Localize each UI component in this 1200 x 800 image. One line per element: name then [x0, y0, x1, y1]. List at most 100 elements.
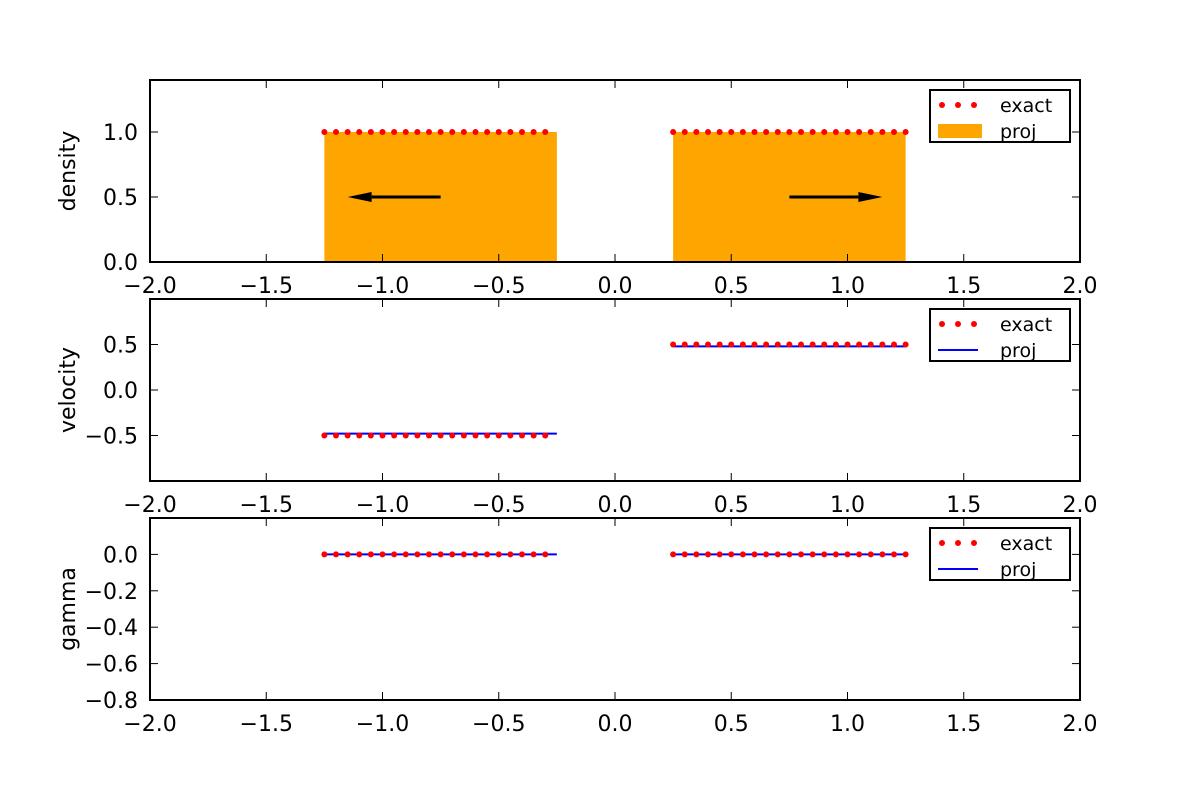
exact-point — [902, 341, 909, 348]
exact-point — [519, 432, 525, 439]
y-tick-label: −0.5 — [85, 425, 138, 450]
exact-point — [542, 551, 549, 558]
exact-point — [670, 341, 677, 348]
exact-point — [670, 129, 677, 135]
x-tick-label: −2.0 — [123, 712, 176, 737]
x-tick-label: −0.5 — [472, 493, 525, 518]
x-tick-label: 2.0 — [1063, 493, 1098, 518]
exact-point — [437, 129, 444, 135]
exact-point — [844, 551, 851, 558]
exact-point — [856, 129, 863, 135]
exact-point — [821, 341, 828, 348]
exact-point — [751, 551, 758, 558]
exact-point — [379, 551, 386, 558]
exact-point — [391, 551, 398, 558]
exact-point — [705, 551, 711, 558]
x-tick-label: −1.0 — [356, 493, 409, 518]
exact-point — [460, 432, 467, 439]
legend-label: exact — [1000, 533, 1052, 555]
exact-point — [693, 551, 700, 558]
exact-point — [705, 341, 711, 348]
density-panel: −2.0 −1.5 −1.0 −0.5 0.0 0.5 1.0 1.5 2.0 0.0 0.5 1.0… — [56, 79, 1098, 299]
exact-point — [763, 129, 770, 135]
exact-point — [798, 129, 804, 135]
velocity-panel: −2.0 −1.5 −1.0 −0.5 0.0 0.5 1.0 1.5 2.0 −0.5 0.0 0.… — [56, 298, 1098, 518]
exact-point — [821, 551, 828, 558]
exact-point — [856, 341, 863, 348]
exact-point — [507, 129, 514, 135]
exact-point — [705, 129, 711, 135]
exact-point — [333, 129, 339, 135]
x-tick-label: −0.5 — [472, 274, 525, 299]
exact-point — [495, 432, 502, 439]
exact-point — [844, 341, 851, 348]
exact-point — [379, 129, 386, 135]
x-tick-label: 1.5 — [946, 274, 981, 299]
exact-point — [798, 341, 804, 348]
exact-point — [891, 551, 897, 558]
exact-point — [832, 129, 839, 135]
left-arrow-head — [347, 192, 372, 202]
y-tick-label: 1.0 — [103, 121, 138, 146]
x-tick-label: 1.5 — [946, 493, 981, 518]
x-tick-label: 1.0 — [830, 712, 865, 737]
exact-point — [763, 551, 770, 558]
y-tick-label: −0.2 — [85, 580, 138, 605]
x-tick-label: 0.5 — [714, 274, 749, 299]
legend-label: proj — [1000, 121, 1036, 143]
legend: exact proj — [929, 89, 1071, 143]
legend-proj-swatch — [938, 124, 982, 138]
exact-point — [321, 432, 328, 439]
exact-point — [716, 129, 723, 135]
exact-point — [739, 551, 746, 558]
exact-point — [460, 551, 467, 558]
exact-point — [460, 129, 467, 135]
exact-point — [891, 341, 897, 348]
exact-point — [751, 129, 758, 135]
exact-point — [867, 551, 874, 558]
x-tick-label: 0.0 — [598, 712, 633, 737]
x-tick-label: 1.0 — [830, 493, 865, 518]
exact-point — [902, 129, 909, 135]
x-tick-label: −1.0 — [356, 274, 409, 299]
legend-box — [929, 308, 1071, 362]
x-tick-label: 1.0 — [830, 274, 865, 299]
legend-exact-marker — [971, 321, 977, 327]
exact-point — [472, 551, 479, 558]
exact-point — [519, 129, 525, 135]
exact-point — [809, 341, 816, 348]
legend-exact-marker — [955, 102, 961, 108]
x-tick-label: 0.5 — [714, 712, 749, 737]
exact-point — [484, 129, 491, 135]
exact-point — [391, 129, 398, 135]
y-tick-label: −0.6 — [85, 653, 138, 678]
exact-point — [774, 551, 781, 558]
exact-point — [495, 129, 502, 135]
x-tick-label: −2.0 — [123, 493, 176, 518]
x-tick-label: 2.0 — [1063, 712, 1098, 737]
exact-point — [728, 341, 735, 348]
exact-point — [530, 432, 537, 439]
x-tick-label: 0.0 — [598, 274, 633, 299]
exact-point — [681, 341, 688, 348]
exact-point — [832, 341, 839, 348]
exact-point — [426, 551, 432, 558]
exact-point — [414, 551, 421, 558]
exact-point — [670, 551, 677, 558]
exact-point — [472, 129, 479, 135]
exact-point — [367, 432, 374, 439]
exact-point — [542, 432, 549, 439]
y-axis-label: density — [56, 131, 81, 212]
exact-point — [844, 129, 851, 135]
exact-point — [367, 129, 374, 135]
exact-point — [379, 432, 386, 439]
exact-point — [681, 129, 688, 135]
y-tick-label: 0.0 — [103, 379, 138, 404]
exact-point — [449, 551, 456, 558]
exact-point — [786, 129, 793, 135]
exact-point — [402, 129, 409, 135]
legend-label: proj — [1000, 340, 1036, 362]
exact-point — [879, 341, 886, 348]
exact-point — [774, 341, 781, 348]
exact-point — [739, 129, 746, 135]
